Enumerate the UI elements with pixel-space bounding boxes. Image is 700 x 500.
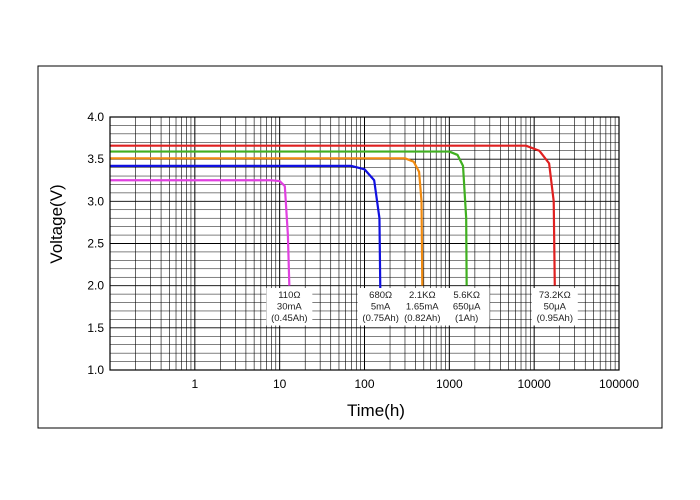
x-tick-label: 1 — [191, 377, 198, 391]
tick-labels: 1.0 1.5 2.0 2.5 3.0 3.5 4.0 1 10 100 1000 10000 1000… — [87, 110, 639, 391]
x-tick-label: 1000 — [436, 377, 463, 391]
series-line-green — [110, 150, 468, 286]
y-tick-label: 3.5 — [87, 152, 104, 166]
annotation-text: 1.65mA — [406, 302, 439, 313]
annotation-background — [266, 288, 313, 326]
x-tick-label: 10000 — [517, 377, 551, 391]
x-tick-label: 100000 — [599, 377, 639, 391]
annotation-background — [531, 288, 578, 326]
annotation-text: 110Ω — [278, 290, 300, 301]
y-tick-label: 1.0 — [87, 363, 104, 377]
annotation-text: 73.2KΩ — [539, 290, 571, 301]
annotation-background — [399, 288, 446, 326]
annotation-text: (0.95Ah) — [537, 313, 573, 324]
annotation-text: (1Ah) — [455, 313, 478, 324]
annotation-background — [443, 288, 490, 326]
annotation-text: 680Ω — [369, 290, 392, 301]
series-line-pink — [110, 179, 291, 286]
x-axis-title: Time(h) — [347, 401, 405, 420]
y-tick-label: 2.0 — [87, 279, 104, 293]
annotation-text: (0.82Ah) — [404, 313, 440, 324]
annotation-text: 5.6KΩ — [453, 290, 480, 301]
y-tick-label: 1.5 — [87, 321, 104, 335]
annotation-text: 30mA — [277, 302, 302, 313]
x-tick-label: 10 — [273, 377, 287, 391]
annotation-text: (0.75Ah) — [362, 313, 398, 324]
y-tick-label: 3.0 — [87, 194, 104, 208]
plot-border — [109, 116, 620, 371]
annotation-backgrounds — [266, 288, 578, 326]
annotation-text: 650μA — [453, 302, 481, 313]
series-line-blue — [110, 164, 382, 320]
y-tick-label: 2.5 — [87, 237, 104, 251]
annotation-background — [357, 288, 404, 326]
series-line-red — [110, 144, 556, 286]
series-line-orange — [110, 157, 424, 286]
y-axis-title: Voltage(V) — [47, 184, 66, 263]
annotation-text: 2.1KΩ — [409, 290, 436, 301]
annotation-text: 5mA — [371, 302, 391, 313]
annotation-text: 50μA — [544, 302, 567, 313]
annotation-text: (0.45Ah) — [271, 313, 307, 324]
series-layer — [110, 144, 556, 320]
y-tick-label: 4.0 — [87, 110, 104, 124]
chart-frame — [37, 65, 663, 429]
x-tick-label: 100 — [354, 377, 374, 391]
